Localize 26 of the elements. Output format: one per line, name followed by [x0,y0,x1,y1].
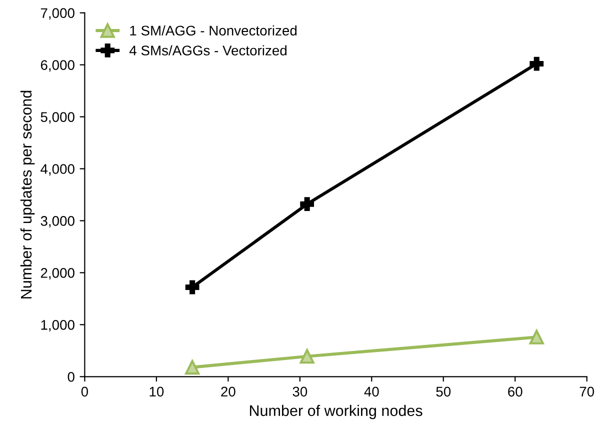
x-tick-label: 40 [364,386,379,397]
x-tick-label: 0 [81,386,88,397]
y-tick-label: 2,000 [40,268,74,280]
point [300,349,314,364]
y-axis-title: Number of updates per second [20,90,35,298]
x-tick-label: 30 [292,386,308,397]
x-axis-title: Number of working nodes [250,404,422,420]
x-tick-label: 60 [508,386,522,397]
x-tick-label: 20 [221,386,236,397]
y-tick-label: 3,000 [40,216,74,228]
legend-label: 4 SMs/AGGs - Vectorized [129,45,286,56]
point [530,56,544,71]
legend-label: 1 SM/AGG - Nonvectorized [130,25,297,36]
x-tick-label: 50 [436,386,451,397]
y-tick-label: 6,000 [40,60,74,72]
y-tick-label: 4,000 [40,164,74,176]
y-tick-label: 0 [68,372,74,382]
x-tick-label: 10 [150,386,164,397]
point [300,197,314,212]
point [185,280,200,294]
point [529,330,544,344]
y-tick-label: 1,000 [41,320,74,332]
y-tick-label: 5,000 [40,112,74,124]
point [185,360,200,375]
y-tick-label: 7,000 [40,8,74,20]
x-tick-label: 70 [580,386,594,397]
